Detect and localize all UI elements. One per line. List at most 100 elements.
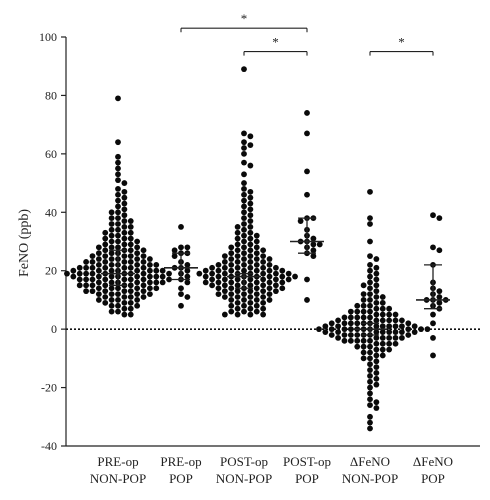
data-point: [221, 264, 228, 271]
data-point: [392, 335, 399, 341]
data-point: [247, 247, 254, 254]
data-point: [436, 294, 443, 300]
median-iqr-bars: [101, 217, 450, 336]
data-point: [134, 244, 141, 251]
y-tick-label: 60: [45, 147, 57, 161]
data-point: [279, 273, 286, 280]
data-point: [184, 294, 191, 300]
data-point: [273, 270, 279, 277]
data-point: [102, 276, 109, 283]
data-point: [234, 241, 241, 248]
data-point: [140, 294, 147, 300]
data-point: [304, 130, 310, 137]
data-point: [373, 335, 380, 341]
data-point: [328, 320, 335, 327]
data-point: [386, 340, 393, 347]
data-point: [228, 244, 235, 251]
data-point: [241, 261, 247, 268]
significance-brackets: * * *: [180, 11, 434, 56]
data-point: [360, 355, 367, 362]
y-tick-label: 80: [45, 88, 57, 102]
data-point: [341, 326, 348, 333]
data-point: [379, 299, 386, 306]
data-point: [347, 332, 354, 338]
data-point: [178, 244, 184, 251]
data-point: [228, 256, 235, 262]
data-point: [121, 294, 128, 300]
data-point: [102, 253, 109, 260]
data-point: [121, 311, 128, 318]
data-point: [405, 332, 412, 338]
data-point: [247, 299, 254, 306]
data-point: [234, 259, 241, 265]
data-point: [202, 279, 209, 286]
data-point: [328, 332, 335, 338]
data-point: [411, 323, 418, 330]
y-tick-label: 20: [45, 264, 57, 278]
data-point: [247, 162, 254, 169]
data-point: [285, 276, 292, 283]
data-point: [347, 308, 354, 315]
data-point: [367, 361, 373, 368]
data-point: [247, 311, 254, 318]
data-point: [89, 264, 96, 271]
data-point: [367, 238, 373, 245]
data-point: [316, 326, 322, 333]
data-point: [140, 270, 147, 277]
data-point: [108, 209, 115, 216]
data-point: [247, 223, 254, 230]
data-point: [253, 308, 260, 315]
category-label-line1: ΔFeNO: [350, 454, 390, 469]
data-point: [83, 288, 89, 295]
data-point: [399, 335, 405, 341]
x-axis-category-labels: PRE-op NON-POP PRE-op POP POST-op NON-POP POST…: [90, 454, 453, 486]
data-point: [140, 276, 147, 283]
data-point: [430, 335, 436, 341]
data-point: [215, 273, 222, 280]
data-point: [127, 235, 134, 242]
data-point: [367, 419, 373, 426]
data-point: [134, 285, 141, 292]
data-point: [247, 259, 254, 265]
data-point: [367, 343, 373, 350]
data-point: [247, 200, 254, 207]
data-point: [430, 244, 436, 251]
data-point: [430, 320, 436, 327]
data-point: [247, 212, 254, 219]
data-point: [102, 288, 109, 295]
data-point: [127, 305, 134, 312]
data-point: [373, 282, 380, 289]
data-point: [115, 308, 121, 315]
data-point: [360, 343, 367, 350]
data-point: [373, 256, 380, 262]
data-point: [121, 253, 128, 260]
data-point: [392, 340, 399, 347]
data-point: [127, 299, 134, 306]
data-point: [367, 384, 373, 391]
data-point: [228, 285, 235, 292]
data-point: [108, 244, 115, 251]
data-point: [228, 261, 235, 268]
data-point: [115, 215, 121, 222]
data-point: [70, 273, 77, 280]
y-tick-label: 100: [39, 30, 57, 44]
data-point: [247, 194, 254, 201]
data-point: [178, 285, 184, 292]
data-point: [253, 244, 260, 251]
data-point: [379, 340, 386, 347]
data-point: [373, 264, 380, 271]
y-axis-label: FeNO (ppb): [17, 209, 32, 277]
data-point: [405, 320, 412, 327]
data-point: [228, 308, 235, 315]
data-point: [102, 294, 109, 300]
category-label-line1: PRE-op: [97, 454, 138, 469]
data-point: [373, 364, 380, 371]
data-point: [418, 326, 424, 333]
category-label-line2: POP: [421, 471, 445, 486]
data-point: [95, 273, 102, 280]
data-point: [127, 229, 134, 236]
data-point: [241, 180, 247, 186]
data-point: [108, 267, 115, 274]
data-point: [184, 273, 191, 280]
